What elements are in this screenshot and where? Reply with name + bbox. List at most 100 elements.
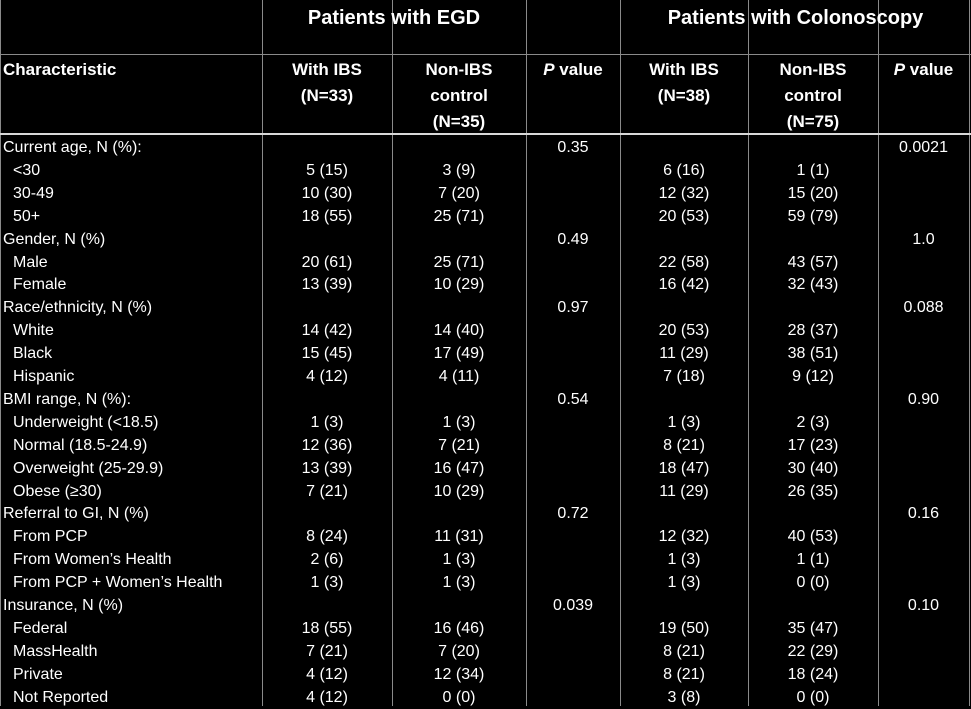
table-row: From PCP 8 (24) 11 (31) 12 (32) 40 (53) bbox=[0, 525, 971, 548]
cell-col-ctrl: 1 (1) bbox=[796, 161, 830, 179]
column-divider bbox=[262, 0, 263, 706]
cell-col-ctrl: 0 (0) bbox=[796, 574, 830, 592]
cell-col-ctrl: 1 (1) bbox=[796, 551, 830, 569]
cell-col-ibs: 6 (16) bbox=[663, 161, 705, 179]
table-row: Black 15 (45) 17 (49) 11 (29) 38 (51) bbox=[0, 342, 971, 365]
table-row: Hispanic 4 (12) 4 (11) 7 (18) 9 (12) bbox=[0, 365, 971, 388]
header-characteristic: Characteristic bbox=[3, 60, 117, 79]
cell-col-ibs: 7 (18) bbox=[663, 368, 705, 385]
header-line: Non-IBS bbox=[425, 60, 493, 79]
row-label: Federal bbox=[13, 619, 68, 637]
cell-egd-ctrl: 3 (9) bbox=[442, 161, 476, 179]
table-row: Female 13 (39) 10 (29) 16 (42) 32 (43) bbox=[0, 273, 971, 296]
table-section-row: Race/ethnicity, N (%) 0.97 0.088 bbox=[0, 296, 971, 319]
cell-egd-ibs: 4 (12) bbox=[306, 665, 348, 683]
cell-egd-ctrl: 17 (49) bbox=[433, 345, 485, 363]
cell-egd-ibs: 2 (6) bbox=[310, 551, 344, 569]
cell-col-ibs: 18 (47) bbox=[658, 459, 710, 477]
row-label: From PCP bbox=[13, 528, 88, 546]
row-label: Private bbox=[13, 665, 63, 683]
cell-egd-ibs: 13 (39) bbox=[301, 276, 353, 294]
row-label: 50+ bbox=[13, 207, 41, 225]
cell-col-ibs: 22 (58) bbox=[658, 253, 710, 271]
table-row: White 14 (42) 14 (40) 20 (53) 28 (37) bbox=[0, 319, 971, 342]
column-divider bbox=[878, 0, 879, 706]
cell-egd-p: 0.72 bbox=[557, 505, 589, 523]
cell-egd-ibs: 20 (61) bbox=[301, 253, 353, 271]
table-row: Underweight (<18.5) 1 (3) 1 (3) 1 (3) 2 (3) bbox=[0, 411, 971, 434]
cell-egd-ibs: 15 (45) bbox=[301, 345, 353, 363]
section-label: Current age, N (%): bbox=[3, 139, 142, 156]
header-col-control: Non-IBS control (N=75) bbox=[748, 57, 878, 135]
cell-egd-ctrl: 1 (3) bbox=[442, 574, 476, 592]
row-label: From PCP + Women’s Health bbox=[13, 574, 223, 592]
cell-egd-ibs: 13 (39) bbox=[301, 459, 353, 477]
row-label: Black bbox=[13, 345, 53, 363]
section-label: Referral to GI, N (%) bbox=[3, 505, 149, 523]
column-divider bbox=[392, 0, 393, 706]
header-line: control bbox=[430, 86, 488, 105]
cell-egd-p: 0.54 bbox=[557, 390, 589, 408]
cell-col-p: 0.16 bbox=[907, 505, 940, 523]
cell-egd-ibs: 5 (15) bbox=[306, 161, 348, 179]
table-section-row: Current age, N (%): 0.35 0.0021 bbox=[0, 136, 971, 159]
header-line: Non-IBS bbox=[779, 60, 847, 79]
table-row: Private 4 (12) 12 (34) 8 (21) 18 (24) bbox=[0, 663, 971, 686]
row-label: Hispanic bbox=[13, 368, 75, 385]
cell-egd-ctrl: 16 (47) bbox=[433, 459, 485, 477]
row-label: <30 bbox=[13, 161, 41, 179]
header-col-with-ibs: With IBS (N=38) bbox=[620, 57, 748, 109]
column-divider bbox=[620, 0, 621, 706]
section-label: BMI range, N (%): bbox=[3, 390, 132, 408]
cell-col-ibs: 12 (32) bbox=[658, 528, 710, 546]
cell-egd-ibs: 18 (55) bbox=[301, 207, 353, 225]
header-bottom-rule bbox=[0, 133, 971, 135]
row-label: Overweight (25-29.9) bbox=[13, 459, 164, 477]
header-p-letter: P bbox=[543, 60, 555, 79]
cell-col-ctrl: 17 (23) bbox=[787, 436, 839, 454]
cell-col-ctrl: 26 (35) bbox=[787, 482, 839, 500]
cell-col-ctrl: 18 (24) bbox=[787, 665, 839, 683]
cell-egd-ibs: 8 (24) bbox=[306, 528, 348, 546]
cell-col-ibs: 12 (32) bbox=[658, 184, 710, 202]
table-row: From Women’s Health 2 (6) 1 (3) 1 (3) 1 (1) bbox=[0, 548, 971, 571]
cell-col-ctrl: 28 (37) bbox=[787, 322, 839, 340]
header-egd-p-value: P value bbox=[526, 57, 620, 83]
cell-egd-p: 0.039 bbox=[552, 597, 594, 614]
row-label: MassHealth bbox=[13, 642, 98, 660]
cell-egd-ibs: 4 (12) bbox=[306, 368, 348, 385]
cell-egd-p: 0.35 bbox=[557, 139, 589, 156]
table-row: <30 5 (15) 3 (9) 6 (16) 1 (1) bbox=[0, 159, 971, 182]
row-label: Female bbox=[13, 276, 67, 294]
cell-egd-ctrl: 16 (46) bbox=[433, 619, 485, 637]
cell-col-ibs: 8 (21) bbox=[663, 642, 705, 660]
cell-col-ibs: 1 (3) bbox=[667, 574, 701, 592]
cell-col-ctrl: 9 (12) bbox=[792, 368, 834, 385]
table-section-row: Insurance, N (%) 0.039 0.10 bbox=[0, 594, 971, 617]
row-label: Not Reported bbox=[13, 688, 109, 706]
cell-egd-ibs: 10 (30) bbox=[301, 184, 353, 202]
cell-col-ctrl: 40 (53) bbox=[787, 528, 839, 546]
cell-col-ibs: 1 (3) bbox=[667, 551, 701, 569]
table-border-right bbox=[969, 0, 970, 706]
cell-egd-ibs: 18 (55) bbox=[301, 619, 353, 637]
header-line: (N=38) bbox=[657, 86, 711, 105]
column-divider bbox=[526, 0, 527, 706]
cell-col-ibs: 20 (53) bbox=[658, 322, 710, 340]
header-p-rest: value bbox=[554, 60, 603, 79]
cell-col-ctrl: 38 (51) bbox=[787, 345, 839, 363]
group-header-colonoscopy: Patients with Colonoscopy bbox=[667, 7, 924, 29]
row-label: Normal (18.5-24.9) bbox=[13, 436, 148, 454]
cell-col-ibs: 19 (50) bbox=[658, 619, 710, 637]
cell-col-p: 0.0021 bbox=[899, 139, 948, 156]
row-label: Male bbox=[13, 253, 48, 271]
table-row: 30-49 10 (30) 7 (20) 12 (32) 15 (20) bbox=[0, 182, 971, 205]
row-label: 30-49 bbox=[13, 184, 54, 202]
cell-egd-ibs: 4 (12) bbox=[306, 688, 348, 706]
cell-col-ibs: 20 (53) bbox=[658, 207, 710, 225]
cell-egd-ctrl: 0 (0) bbox=[442, 688, 476, 706]
header-egd-control: Non-IBS control (N=35) bbox=[392, 57, 526, 135]
table-row: Obese (≥30) 7 (21) 10 (29) 11 (29) 26 (35) bbox=[0, 480, 971, 503]
cell-col-ctrl: 59 (79) bbox=[787, 207, 839, 225]
